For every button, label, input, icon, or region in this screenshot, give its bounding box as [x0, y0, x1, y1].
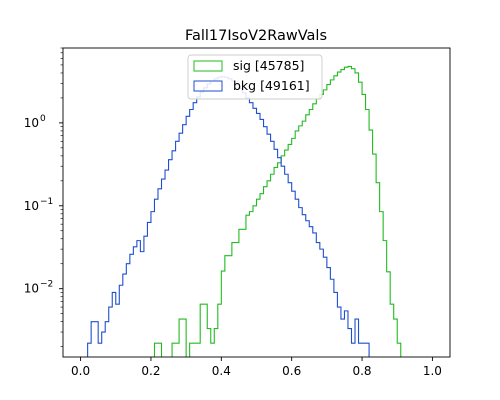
x-tick-label: 0.8 [352, 364, 371, 378]
series-line-sig [153, 65, 402, 357]
legend-label-sig: sig [45785] [233, 58, 304, 73]
y-tick-exponent: −2 [40, 280, 53, 290]
x-tick-label: 0.2 [141, 364, 160, 378]
y-tick-label: 10 [24, 199, 39, 213]
x-tick-label: 0.0 [71, 364, 90, 378]
chart-title: Fall17IsoV2RawVals [185, 28, 327, 44]
y-tick-exponent: 0 [40, 114, 46, 124]
series-layer [87, 65, 402, 357]
plot-frame [62, 47, 451, 358]
x-tick-label: 0.6 [282, 364, 301, 378]
legend: sig [45785] bkg [49161] [187, 54, 323, 100]
x-axis: 0.0 0.2 0.4 0.6 0.8 1.0 [71, 357, 442, 378]
y-tick-label: 10 [24, 116, 39, 130]
x-tick-label: 1.0 [423, 364, 442, 378]
legend-swatch-sig [193, 60, 223, 72]
x-tick-label: 0.4 [212, 364, 231, 378]
y-tick-exponent: −1 [40, 197, 53, 207]
y-tick-label: 10 [24, 282, 39, 296]
legend-swatch-bkg [193, 80, 223, 92]
legend-label-bkg: bkg [49161] [233, 78, 310, 93]
series-line-bkg [87, 76, 370, 357]
